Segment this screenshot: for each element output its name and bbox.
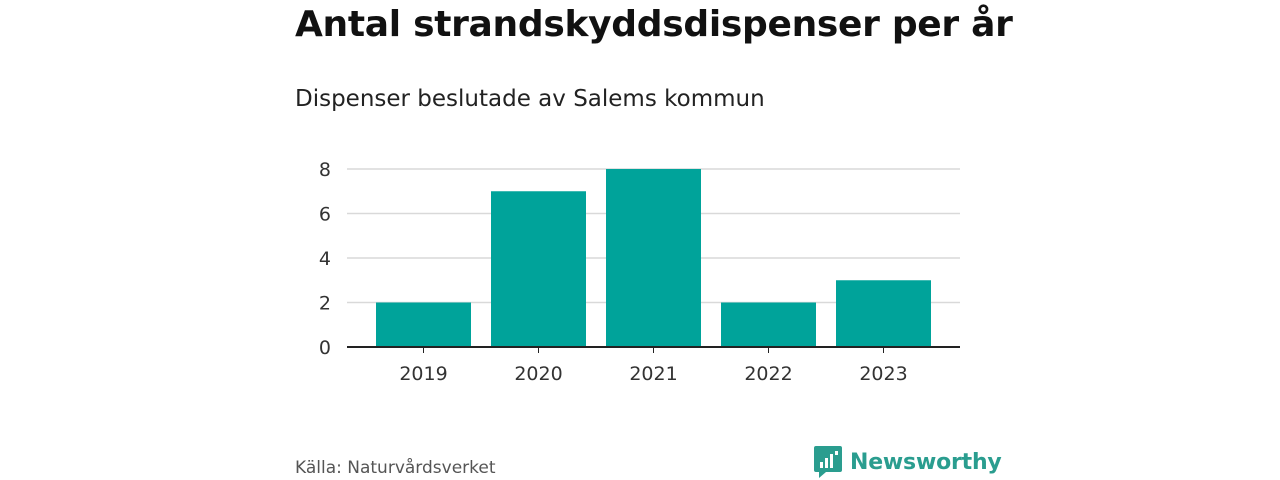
source-note: Källa: Naturvårdsverket [295, 458, 496, 478]
x-tick-label: 2019 [399, 363, 447, 385]
brand-name: Newsworthy [850, 449, 1002, 475]
bar [836, 280, 931, 347]
chart-title: Antal strandskyddsdispenser per år [295, 4, 1013, 45]
y-tick-label: 4 [319, 248, 331, 270]
y-tick-label: 2 [319, 293, 331, 315]
bar [606, 169, 701, 347]
bar [376, 302, 471, 347]
brand-logo: Newsworthy [814, 446, 1002, 478]
bar [491, 191, 586, 347]
x-tick-label: 2022 [744, 363, 792, 385]
y-tick-label: 8 [319, 159, 331, 181]
newsworthy-logo-icon [814, 446, 842, 478]
y-tick-label: 0 [319, 337, 331, 359]
bar [721, 302, 816, 347]
x-tick-label: 2023 [859, 363, 907, 385]
y-tick-label: 6 [319, 204, 331, 226]
chart-subtitle: Dispenser beslutade av Salems kommun [295, 86, 765, 112]
x-tick-label: 2021 [629, 363, 677, 385]
x-tick-label: 2020 [514, 363, 562, 385]
